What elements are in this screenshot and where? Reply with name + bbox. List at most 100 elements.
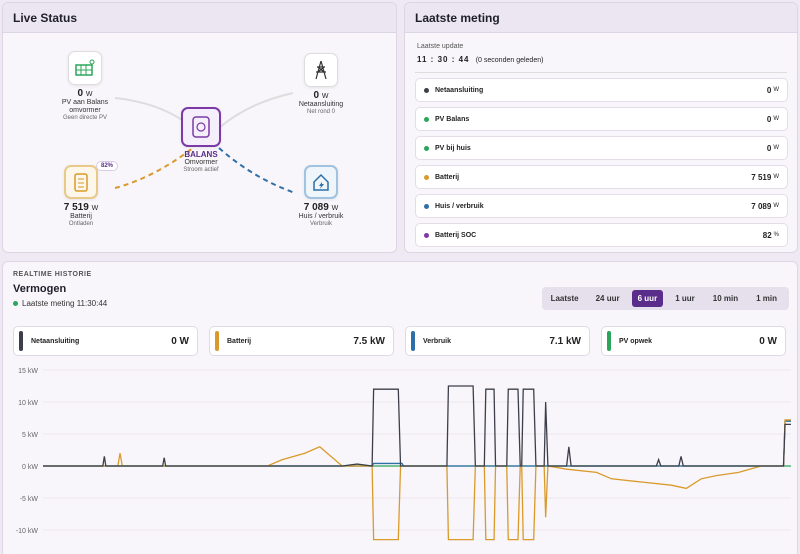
house-value: 7 089: [303, 202, 329, 213]
pv-unit: W: [85, 91, 93, 98]
y-tick-label: 10 kW: [18, 400, 38, 407]
series-line: [43, 419, 791, 541]
range-button[interactable]: 6 uur: [631, 290, 664, 307]
inverter-name: BALANS: [184, 150, 218, 159]
summary-name: Netaansluiting: [31, 337, 80, 345]
house-node: 7 089 W Huis / verbruik Verbruik: [276, 165, 366, 228]
measurement-row: Batterij 7 519 W: [415, 165, 788, 189]
last-update-label: Laatste update: [417, 43, 464, 50]
inverter-icon: [181, 107, 221, 147]
pv-value: 0: [77, 88, 84, 99]
range-button[interactable]: 1 uur: [675, 294, 695, 303]
summary-name: Batterij: [227, 337, 252, 345]
live-status-title: Live Status: [3, 3, 396, 33]
grid-sub: Net rond 0: [306, 109, 336, 115]
power-chart: 15 kW 10 kW 5 kW 0 kW -5 kW -10 kW: [16, 368, 791, 541]
last-measurement-card: Laatste meting Laatste update 11 : 30 : …: [404, 2, 798, 253]
measurement-name: PV Balans: [435, 115, 470, 123]
live-dot-icon: [13, 301, 18, 306]
measurement-unit: W: [773, 174, 779, 180]
house-unit: W: [331, 205, 339, 212]
measurement-row: Batterij SOC 82 %: [415, 223, 788, 247]
summary-value: 7.1 kW: [549, 335, 581, 347]
measurement-row: Huis / verbruik 7 089 W: [415, 194, 788, 218]
series-color-bar: [19, 331, 23, 351]
measurement-name: Huis / verbruik: [435, 202, 484, 210]
summary-name: PV opwek: [619, 337, 653, 345]
summary-name: Verbruik: [423, 337, 452, 345]
series-line: [43, 420, 791, 467]
measurement-unit: W: [773, 145, 779, 151]
summary-value: 0 W: [171, 335, 189, 347]
grid-label: Netaansluiting: [298, 101, 344, 108]
measurement-name: Batterij SOC: [435, 231, 477, 239]
battery-label: Batterij: [70, 213, 92, 220]
y-tick-label: 0 kW: [22, 464, 38, 471]
history-card: REALTIME HISTORIE Vermogen Laatste metin…: [2, 261, 798, 554]
battery-node: 82% 7 519 W Batterij Ontladen: [36, 161, 126, 228]
inverter-label: Omvormer: [184, 159, 218, 166]
measurement-value: 0: [766, 143, 772, 153]
last-update-value: 11 : 30 : 44 (0 seconden geleden): [417, 55, 543, 64]
pv-label-2: omvormer: [69, 107, 101, 114]
last-update-time: 11 : 30 : 44: [417, 55, 470, 64]
status-dot-icon: [424, 174, 429, 180]
status-dot-icon: [424, 145, 429, 151]
summary-value: 7.5 kW: [353, 335, 385, 347]
history-last-measurement: Laatste meting 11:30:44: [13, 299, 107, 308]
pv-label: PV aan Balans: [61, 99, 109, 106]
y-tick-label: 5 kW: [22, 432, 38, 439]
live-status-card: Live Status 0 W PV aan Balans omvormer G…: [2, 2, 397, 253]
measurement-unit: W: [773, 203, 779, 209]
measurement-row: Netaansluiting 0 W: [415, 78, 788, 102]
grid-unit: W: [321, 93, 329, 100]
measurement-value: 0: [766, 85, 772, 95]
battery-unit: W: [91, 205, 99, 212]
measurement-row: PV bij huis 0 W: [415, 136, 788, 160]
range-button[interactable]: 10 min: [712, 294, 739, 303]
power-pylon-icon: [304, 53, 338, 87]
series-color-bar: [411, 331, 415, 351]
series-color-bar: [607, 331, 611, 351]
pv-node: 0 W PV aan Balans omvormer Geen directe …: [40, 51, 130, 122]
solar-panel-icon: [68, 51, 102, 85]
status-dot-icon: [424, 116, 429, 122]
series-line: [43, 385, 791, 467]
measurement-unit: W: [773, 87, 779, 93]
history-section-label: REALTIME HISTORIE: [13, 271, 92, 278]
series-color-bar: [215, 331, 219, 351]
range-button[interactable]: 1 min: [756, 294, 777, 303]
summary-card: PV opwek 0 W: [601, 326, 786, 356]
inverter-sub: Stroom actief: [183, 167, 219, 173]
measurement-unit: %: [773, 232, 779, 238]
range-button[interactable]: 24 uur: [595, 294, 620, 303]
y-tick-label: -10 kW: [16, 528, 39, 535]
measurement-value: 82: [762, 230, 772, 240]
grid-value: 0: [313, 90, 320, 101]
inverter-node: BALANS Omvormer Stroom actief: [156, 107, 246, 174]
measurement-name: PV bij huis: [435, 144, 471, 152]
house-label: Huis / verbruik: [298, 213, 344, 220]
summary-card: Verbruik 7.1 kW: [405, 326, 590, 356]
measurement-name: Batterij: [435, 173, 460, 181]
grid-node: 0 W Netaansluiting Net rond 0: [276, 53, 366, 116]
y-tick-label: -5 kW: [20, 496, 39, 503]
status-dot-icon: [424, 232, 429, 238]
battery-icon: 82%: [64, 161, 118, 199]
measurement-name: Netaansluiting: [435, 86, 484, 94]
pv-sub: Geen directe PV: [62, 115, 108, 121]
measurement-value: 0: [766, 114, 772, 124]
last-measurement-title: Laatste meting: [405, 3, 797, 33]
measurement-row: PV Balans 0 W: [415, 107, 788, 131]
battery-sub: Ontladen: [68, 221, 94, 227]
history-last-text: Laatste meting 11:30:44: [22, 299, 108, 308]
range-selector: Laatste 24 uur 6 uur 1 uur 10 min 1 min: [541, 287, 789, 310]
measurement-value: 7 089: [751, 201, 772, 211]
house-sub: Verbruik: [309, 221, 332, 227]
summary-card: Netaansluiting 0 W: [13, 326, 198, 356]
summary-value: 0 W: [759, 335, 777, 347]
battery-value: 7 519: [63, 202, 89, 213]
measurement-unit: W: [773, 116, 779, 122]
range-label: Laatste: [550, 294, 579, 303]
status-dot-icon: [424, 203, 429, 209]
